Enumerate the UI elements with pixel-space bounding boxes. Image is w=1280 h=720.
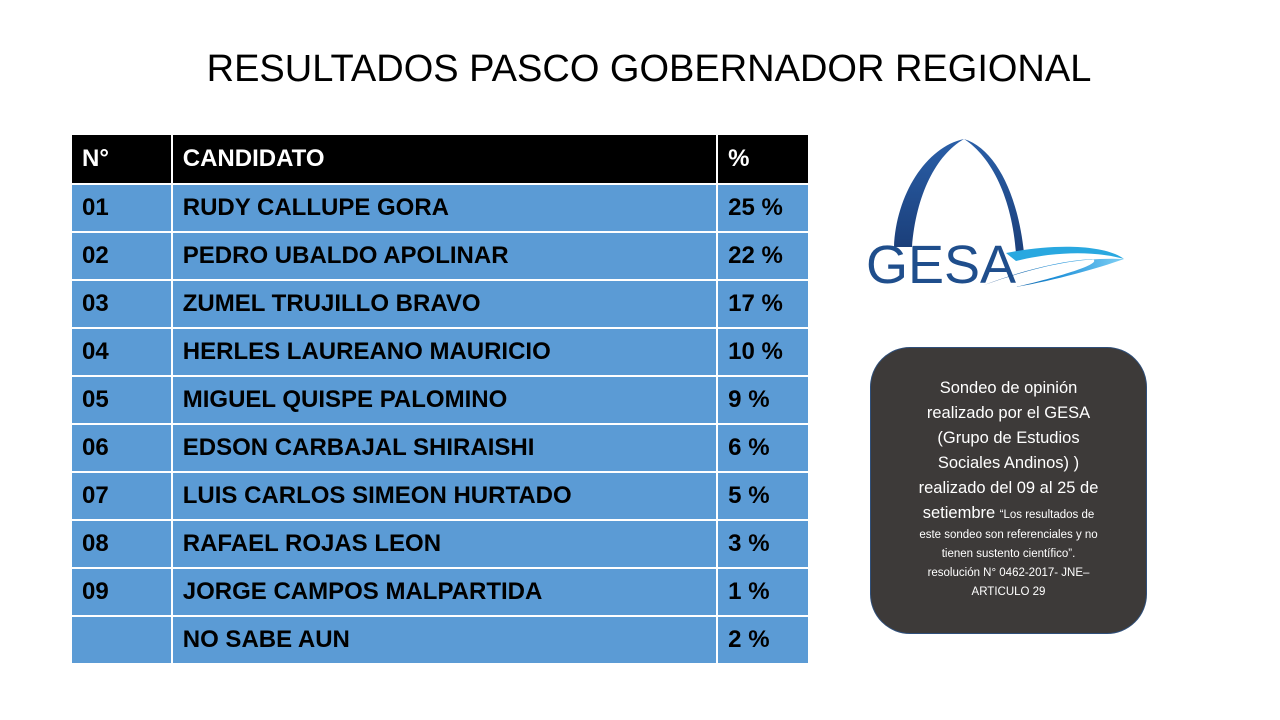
row-candidate: HERLES LAUREANO MAURICIO — [170, 327, 719, 377]
table-row: NO SABE AUN 2 % — [70, 615, 810, 665]
note-line: setiembre — [922, 504, 996, 522]
row-percent: 3 % — [716, 519, 810, 569]
row-percent: 22 % — [716, 231, 810, 281]
note-line: Sondeo de opinión — [939, 379, 1078, 397]
row-number: 03 — [70, 279, 173, 329]
note-line: (Grupo de Estudios — [937, 429, 1080, 447]
row-percent: 6 % — [716, 423, 810, 473]
table-row: 02 PEDRO UBALDO APOLINAR 22 % — [70, 231, 810, 281]
row-percent: 2 % — [716, 615, 810, 665]
logo-text: GESA — [866, 235, 1016, 295]
note-line: Sociales Andinos) ) — [937, 454, 1080, 472]
column-header-candidate: CANDIDATO — [170, 133, 719, 185]
row-number: 02 — [70, 231, 173, 281]
row-candidate: MIGUEL QUISPE PALOMINO — [170, 375, 719, 425]
table-row: 09 JORGE CAMPOS MALPARTIDA 1 % — [70, 567, 810, 617]
note-line: realizado por el GESA — [926, 404, 1091, 422]
table-header-row: N° CANDIDATO % — [70, 133, 810, 185]
row-candidate: RAFAEL ROJAS LEON — [170, 519, 719, 569]
row-number: 01 — [70, 183, 173, 233]
page-title: RESULTADOS PASCO GOBERNADOR REGIONAL — [206, 48, 1092, 90]
row-candidate: JORGE CAMPOS MALPARTIDA — [170, 567, 719, 617]
row-percent: 17 % — [716, 279, 810, 329]
results-table: N° CANDIDATO % 01 RUDY CALLUPE GORA 25 %… — [70, 133, 810, 665]
table-row: 05 MIGUEL QUISPE PALOMINO 9 % — [70, 375, 810, 425]
note-resolution: ARTICULO 29 — [971, 586, 1046, 598]
table-row: 04 HERLES LAUREANO MAURICIO 10 % — [70, 327, 810, 377]
row-number — [70, 615, 173, 665]
table-row: 03 ZUMEL TRUJILLO BRAVO 17 % — [70, 279, 810, 329]
row-candidate: RUDY CALLUPE GORA — [170, 183, 719, 233]
row-number: 08 — [70, 519, 173, 569]
row-candidate: LUIS CARLOS SIMEON HURTADO — [170, 471, 719, 521]
row-number: 05 — [70, 375, 173, 425]
row-candidate: PEDRO UBALDO APOLINAR — [170, 231, 719, 281]
note-disclaimer: “Los resultados de — [999, 509, 1095, 521]
row-percent: 10 % — [716, 327, 810, 377]
row-percent: 25 % — [716, 183, 810, 233]
row-number: 07 — [70, 471, 173, 521]
row-percent: 5 % — [716, 471, 810, 521]
row-candidate: NO SABE AUN — [170, 615, 719, 665]
table-row: 06 EDSON CARBAJAL SHIRAISHI 6 % — [70, 423, 810, 473]
gesa-logo: GESA — [866, 135, 1126, 295]
note-resolution: resolución N° 0462-2017- JNE– — [927, 567, 1090, 579]
survey-note: Sondeo de opinión realizado por el GESA … — [870, 347, 1147, 634]
table-row: 01 RUDY CALLUPE GORA 25 % — [70, 183, 810, 233]
gesa-logo-icon: GESA — [866, 139, 1124, 295]
note-disclaimer: tienen sustento científico”. — [941, 548, 1076, 560]
column-header-percent: % — [716, 133, 810, 185]
row-number: 09 — [70, 567, 173, 617]
note-line-mixed: setiembre “Los resultados de — [885, 501, 1132, 526]
table-row: 07 LUIS CARLOS SIMEON HURTADO 5 % — [70, 471, 810, 521]
row-percent: 1 % — [716, 567, 810, 617]
note-line: realizado del 09 al 25 de — [918, 479, 1099, 497]
note-disclaimer: este sondeo son referenciales y no — [919, 529, 1098, 541]
row-number: 04 — [70, 327, 173, 377]
row-number: 06 — [70, 423, 173, 473]
column-header-number: N° — [70, 133, 173, 185]
table-row: 08 RAFAEL ROJAS LEON 3 % — [70, 519, 810, 569]
row-candidate: EDSON CARBAJAL SHIRAISHI — [170, 423, 719, 473]
row-candidate: ZUMEL TRUJILLO BRAVO — [170, 279, 719, 329]
row-percent: 9 % — [716, 375, 810, 425]
